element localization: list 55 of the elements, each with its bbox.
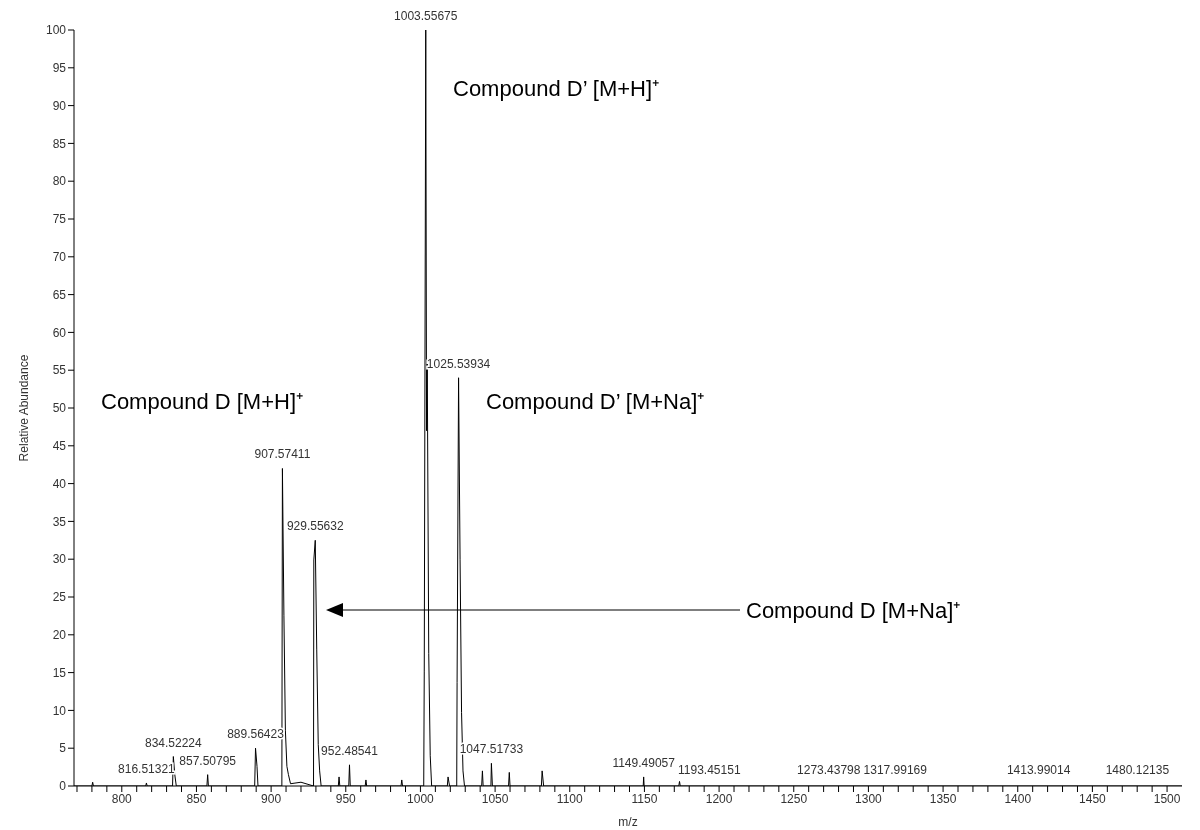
y-tick-label: 5 bbox=[59, 741, 67, 756]
annotation: Compound D [M+H]⁺ bbox=[101, 389, 304, 414]
y-tick-label: 85 bbox=[52, 136, 67, 151]
x-tick-label: 1450 bbox=[1079, 791, 1107, 806]
x-tick-label: 1400 bbox=[1004, 791, 1032, 806]
annotation: Compound D [M+Na]⁺ bbox=[746, 598, 961, 623]
y-tick-label: 55 bbox=[52, 363, 67, 378]
y-tick-label: 50 bbox=[52, 401, 67, 416]
y-tick-label: 80 bbox=[52, 174, 67, 189]
annotation: 1413.99014 bbox=[1006, 763, 1071, 778]
x-tick-label: 900 bbox=[261, 791, 282, 806]
y-tick-label: 40 bbox=[52, 476, 67, 491]
annotation: 952.48541 bbox=[321, 743, 379, 758]
x-tick-label: 1100 bbox=[556, 791, 583, 806]
y-tick-label: 10 bbox=[52, 703, 67, 718]
annotation: 1193.45151 bbox=[678, 763, 741, 778]
x-axis-title: m/z bbox=[618, 815, 638, 829]
y-tick-label: 100 bbox=[45, 23, 67, 38]
annotation: 1025.53934 bbox=[426, 356, 491, 371]
y-tick-label: 0 bbox=[59, 779, 67, 794]
y-tick-label: 20 bbox=[52, 628, 67, 643]
y-tick-label: 25 bbox=[52, 590, 67, 605]
y-tick-label: 75 bbox=[52, 212, 67, 227]
annotation: Compound D’ [M+H]⁺ bbox=[453, 76, 660, 101]
x-tick-label: 1500 bbox=[1153, 791, 1181, 806]
x-tick-label: 1200 bbox=[705, 791, 733, 806]
y-tick-label: 60 bbox=[52, 325, 67, 340]
x-tick-label: 1250 bbox=[780, 791, 808, 806]
y-axis-title: Relative Abundance bbox=[17, 354, 32, 462]
x-tick-label: 1150 bbox=[631, 791, 658, 806]
x-tick-label: 950 bbox=[335, 791, 357, 806]
y-tick-label: 65 bbox=[52, 287, 67, 302]
x-tick-label: 1000 bbox=[407, 791, 435, 806]
y-tick-label: 90 bbox=[52, 98, 67, 113]
annotation: 907.57411 bbox=[254, 447, 311, 462]
annotation: 929.55632 bbox=[286, 519, 344, 534]
x-tick-label: 800 bbox=[111, 791, 133, 806]
x-tick-label: 1350 bbox=[929, 791, 957, 806]
annotation: 1317.99169 bbox=[863, 763, 928, 778]
y-tick-label: 30 bbox=[52, 552, 67, 567]
y-tick-label: 70 bbox=[52, 250, 67, 265]
y-tick-label: 95 bbox=[52, 61, 67, 76]
annotation: 1480.12135 bbox=[1105, 763, 1170, 778]
y-tick-label: 15 bbox=[52, 665, 67, 680]
x-tick-label: 1300 bbox=[855, 791, 883, 806]
y-tick-label: 45 bbox=[52, 439, 67, 454]
annotation: 1273.43798 bbox=[797, 763, 861, 778]
y-tick-label: 35 bbox=[52, 514, 67, 529]
annotation: 857.50795 bbox=[179, 753, 237, 768]
x-tick-label: 1050 bbox=[481, 791, 509, 806]
annotation: 1149.49057 bbox=[612, 755, 676, 770]
x-tick-label: 850 bbox=[186, 791, 207, 806]
annotation: 1003.55675 bbox=[394, 9, 458, 23]
annotation: Compound D’ [M+Na]⁺ bbox=[486, 389, 705, 414]
annotation: 834.52224 bbox=[144, 735, 203, 750]
